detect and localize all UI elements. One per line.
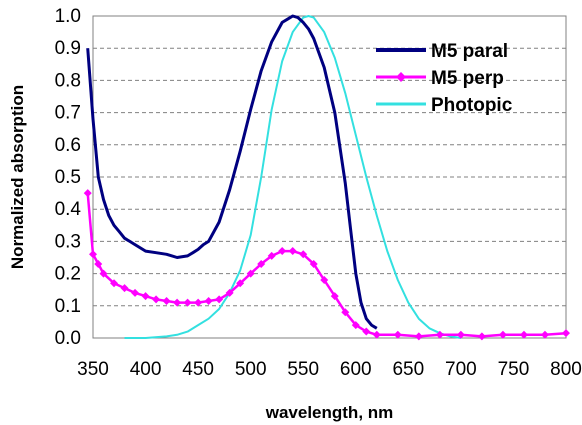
x-tick-label: 600 xyxy=(340,359,372,380)
data-point-marker xyxy=(362,327,371,336)
data-point-marker xyxy=(320,276,329,285)
legend-item: M5 perp xyxy=(376,68,504,89)
y-tick-label: 0.1 xyxy=(55,296,81,317)
y-tick-label: 0.3 xyxy=(55,231,81,252)
data-point-marker xyxy=(435,330,444,339)
data-point-marker xyxy=(393,330,402,339)
plot-area-frame xyxy=(92,15,567,339)
y-tick-label: 0.6 xyxy=(55,135,81,156)
x-tick-label: 400 xyxy=(130,359,162,380)
data-point-marker xyxy=(341,308,350,317)
data-point-marker xyxy=(131,288,140,297)
y-tick-labels: 0.0 0.1 0.2 0.3 0.4 0.5 0.6 0.7 0.8 0.9 1.0 xyxy=(55,6,82,349)
data-point-marker xyxy=(562,329,570,338)
series-line xyxy=(86,192,567,338)
legend-item: M5 paral xyxy=(376,41,508,62)
legend-label: Photopic xyxy=(431,95,513,116)
data-point-marker xyxy=(246,269,255,278)
data-point-marker xyxy=(278,247,287,256)
series-line xyxy=(124,15,462,339)
data-point-marker xyxy=(267,251,276,260)
data-point-marker xyxy=(257,259,266,268)
y-tick-label: 0.5 xyxy=(55,167,81,188)
data-point-marker xyxy=(152,295,161,304)
legend-label: M5 perp xyxy=(431,68,504,89)
data-point-marker xyxy=(351,321,360,330)
x-tick-labels: 350 400 450 500 550 600 650 700 750 800 xyxy=(77,359,582,380)
series-layer xyxy=(83,14,570,341)
x-tick-label: 750 xyxy=(498,359,530,380)
y-tick-label: 0.2 xyxy=(55,264,81,285)
y-tick-label: 0.8 xyxy=(55,70,81,91)
data-point-marker xyxy=(477,332,486,341)
legend-label: M5 paral xyxy=(431,41,508,62)
series-line xyxy=(86,14,378,330)
x-axis-title: wavelength, nm xyxy=(265,403,394,422)
series-m5-perp xyxy=(83,189,570,341)
x-tick-label: 450 xyxy=(182,359,214,380)
data-point-marker xyxy=(110,279,119,288)
data-point-marker xyxy=(225,288,234,297)
x-tick-label: 350 xyxy=(77,359,109,380)
x-tick-label: 800 xyxy=(550,359,582,380)
data-point-marker xyxy=(183,298,192,307)
y-tick-label: 0.0 xyxy=(55,328,81,349)
data-point-marker xyxy=(173,298,182,307)
data-point-marker xyxy=(236,279,245,288)
data-point-marker xyxy=(299,250,308,259)
data-point-marker xyxy=(204,296,213,305)
data-point-marker xyxy=(194,298,203,307)
y-tick-label: 0.9 xyxy=(55,38,81,59)
data-point-marker xyxy=(456,330,465,339)
data-point-marker xyxy=(330,292,339,301)
x-tick-label: 650 xyxy=(392,359,424,380)
legend-item: Photopic xyxy=(376,95,513,116)
data-point-marker xyxy=(498,330,507,339)
data-point-marker xyxy=(120,284,129,293)
data-point-marker xyxy=(94,259,103,268)
data-point-marker xyxy=(162,296,171,305)
data-point-marker xyxy=(99,269,108,278)
series-m5-paral xyxy=(86,14,378,330)
data-point-marker xyxy=(288,247,297,256)
legend-marker xyxy=(396,72,406,82)
series-photopic xyxy=(124,15,462,339)
y-axis-title: Normalized absorption xyxy=(8,85,27,269)
x-tick-label: 700 xyxy=(445,359,477,380)
data-point-marker xyxy=(89,250,97,259)
y-tick-label: 0.4 xyxy=(55,199,82,220)
data-point-marker xyxy=(540,330,549,339)
legend: M5 paral M5 perp Photopic xyxy=(376,41,513,116)
data-point-marker xyxy=(141,292,150,301)
data-point-marker xyxy=(372,330,381,339)
data-point-marker xyxy=(309,259,318,268)
y-tick-label: 1.0 xyxy=(55,6,81,27)
data-point-marker xyxy=(215,295,224,304)
data-point-marker xyxy=(83,189,92,198)
y-tick-label: 0.7 xyxy=(55,103,81,124)
x-tick-label: 550 xyxy=(287,359,319,380)
x-tick-label: 500 xyxy=(235,359,267,380)
data-point-marker xyxy=(519,330,528,339)
data-point-marker xyxy=(414,332,423,341)
